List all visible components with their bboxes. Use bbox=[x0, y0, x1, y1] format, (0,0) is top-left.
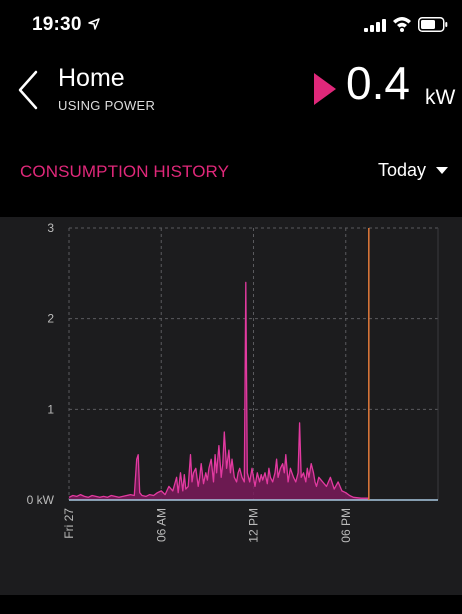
page-subtitle: USING POWER bbox=[58, 98, 156, 113]
caret-down-icon bbox=[436, 167, 449, 174]
x-tick-label: 06 PM bbox=[339, 508, 353, 543]
x-tick-label: Fri 27 bbox=[62, 508, 76, 539]
location-arrow-icon bbox=[88, 18, 100, 30]
series-line bbox=[68, 281, 369, 499]
power-unit: kW bbox=[425, 86, 456, 109]
y-tick-label: 2 bbox=[47, 312, 54, 326]
cellular-signal-icon bbox=[364, 19, 386, 32]
x-tick-label: 12 PM bbox=[247, 508, 261, 543]
power-value: 0.4 bbox=[346, 57, 410, 109]
page-title: Home bbox=[58, 64, 125, 92]
range-label: Today bbox=[378, 160, 427, 180]
bottom-strip bbox=[0, 595, 462, 614]
battery-icon bbox=[418, 17, 448, 32]
consumption-chart: 0 kW 1 2 3 Fri 27 06 AM 12 PM 06 PM bbox=[0, 217, 462, 595]
series-area bbox=[69, 282, 369, 500]
status-time: 19:30 bbox=[32, 14, 82, 35]
y-tick-label: 0 kW bbox=[27, 493, 55, 507]
play-arrow-icon bbox=[314, 73, 336, 105]
range-dropdown[interactable]: Today bbox=[378, 160, 449, 181]
x-tick-label: 06 AM bbox=[154, 508, 168, 542]
back-chevron-icon[interactable] bbox=[14, 68, 44, 112]
section-title: CONSUMPTION HISTORY bbox=[20, 162, 230, 181]
status-bar: 19:30 bbox=[0, 0, 462, 52]
y-tick-label: 3 bbox=[47, 221, 54, 235]
wifi-icon bbox=[393, 17, 411, 32]
y-tick-label: 1 bbox=[47, 402, 54, 416]
header: Home USING POWER 0.4 kW bbox=[0, 52, 462, 132]
chart-canvas: 0 kW 1 2 3 Fri 27 06 AM 12 PM 06 PM bbox=[27, 221, 439, 543]
